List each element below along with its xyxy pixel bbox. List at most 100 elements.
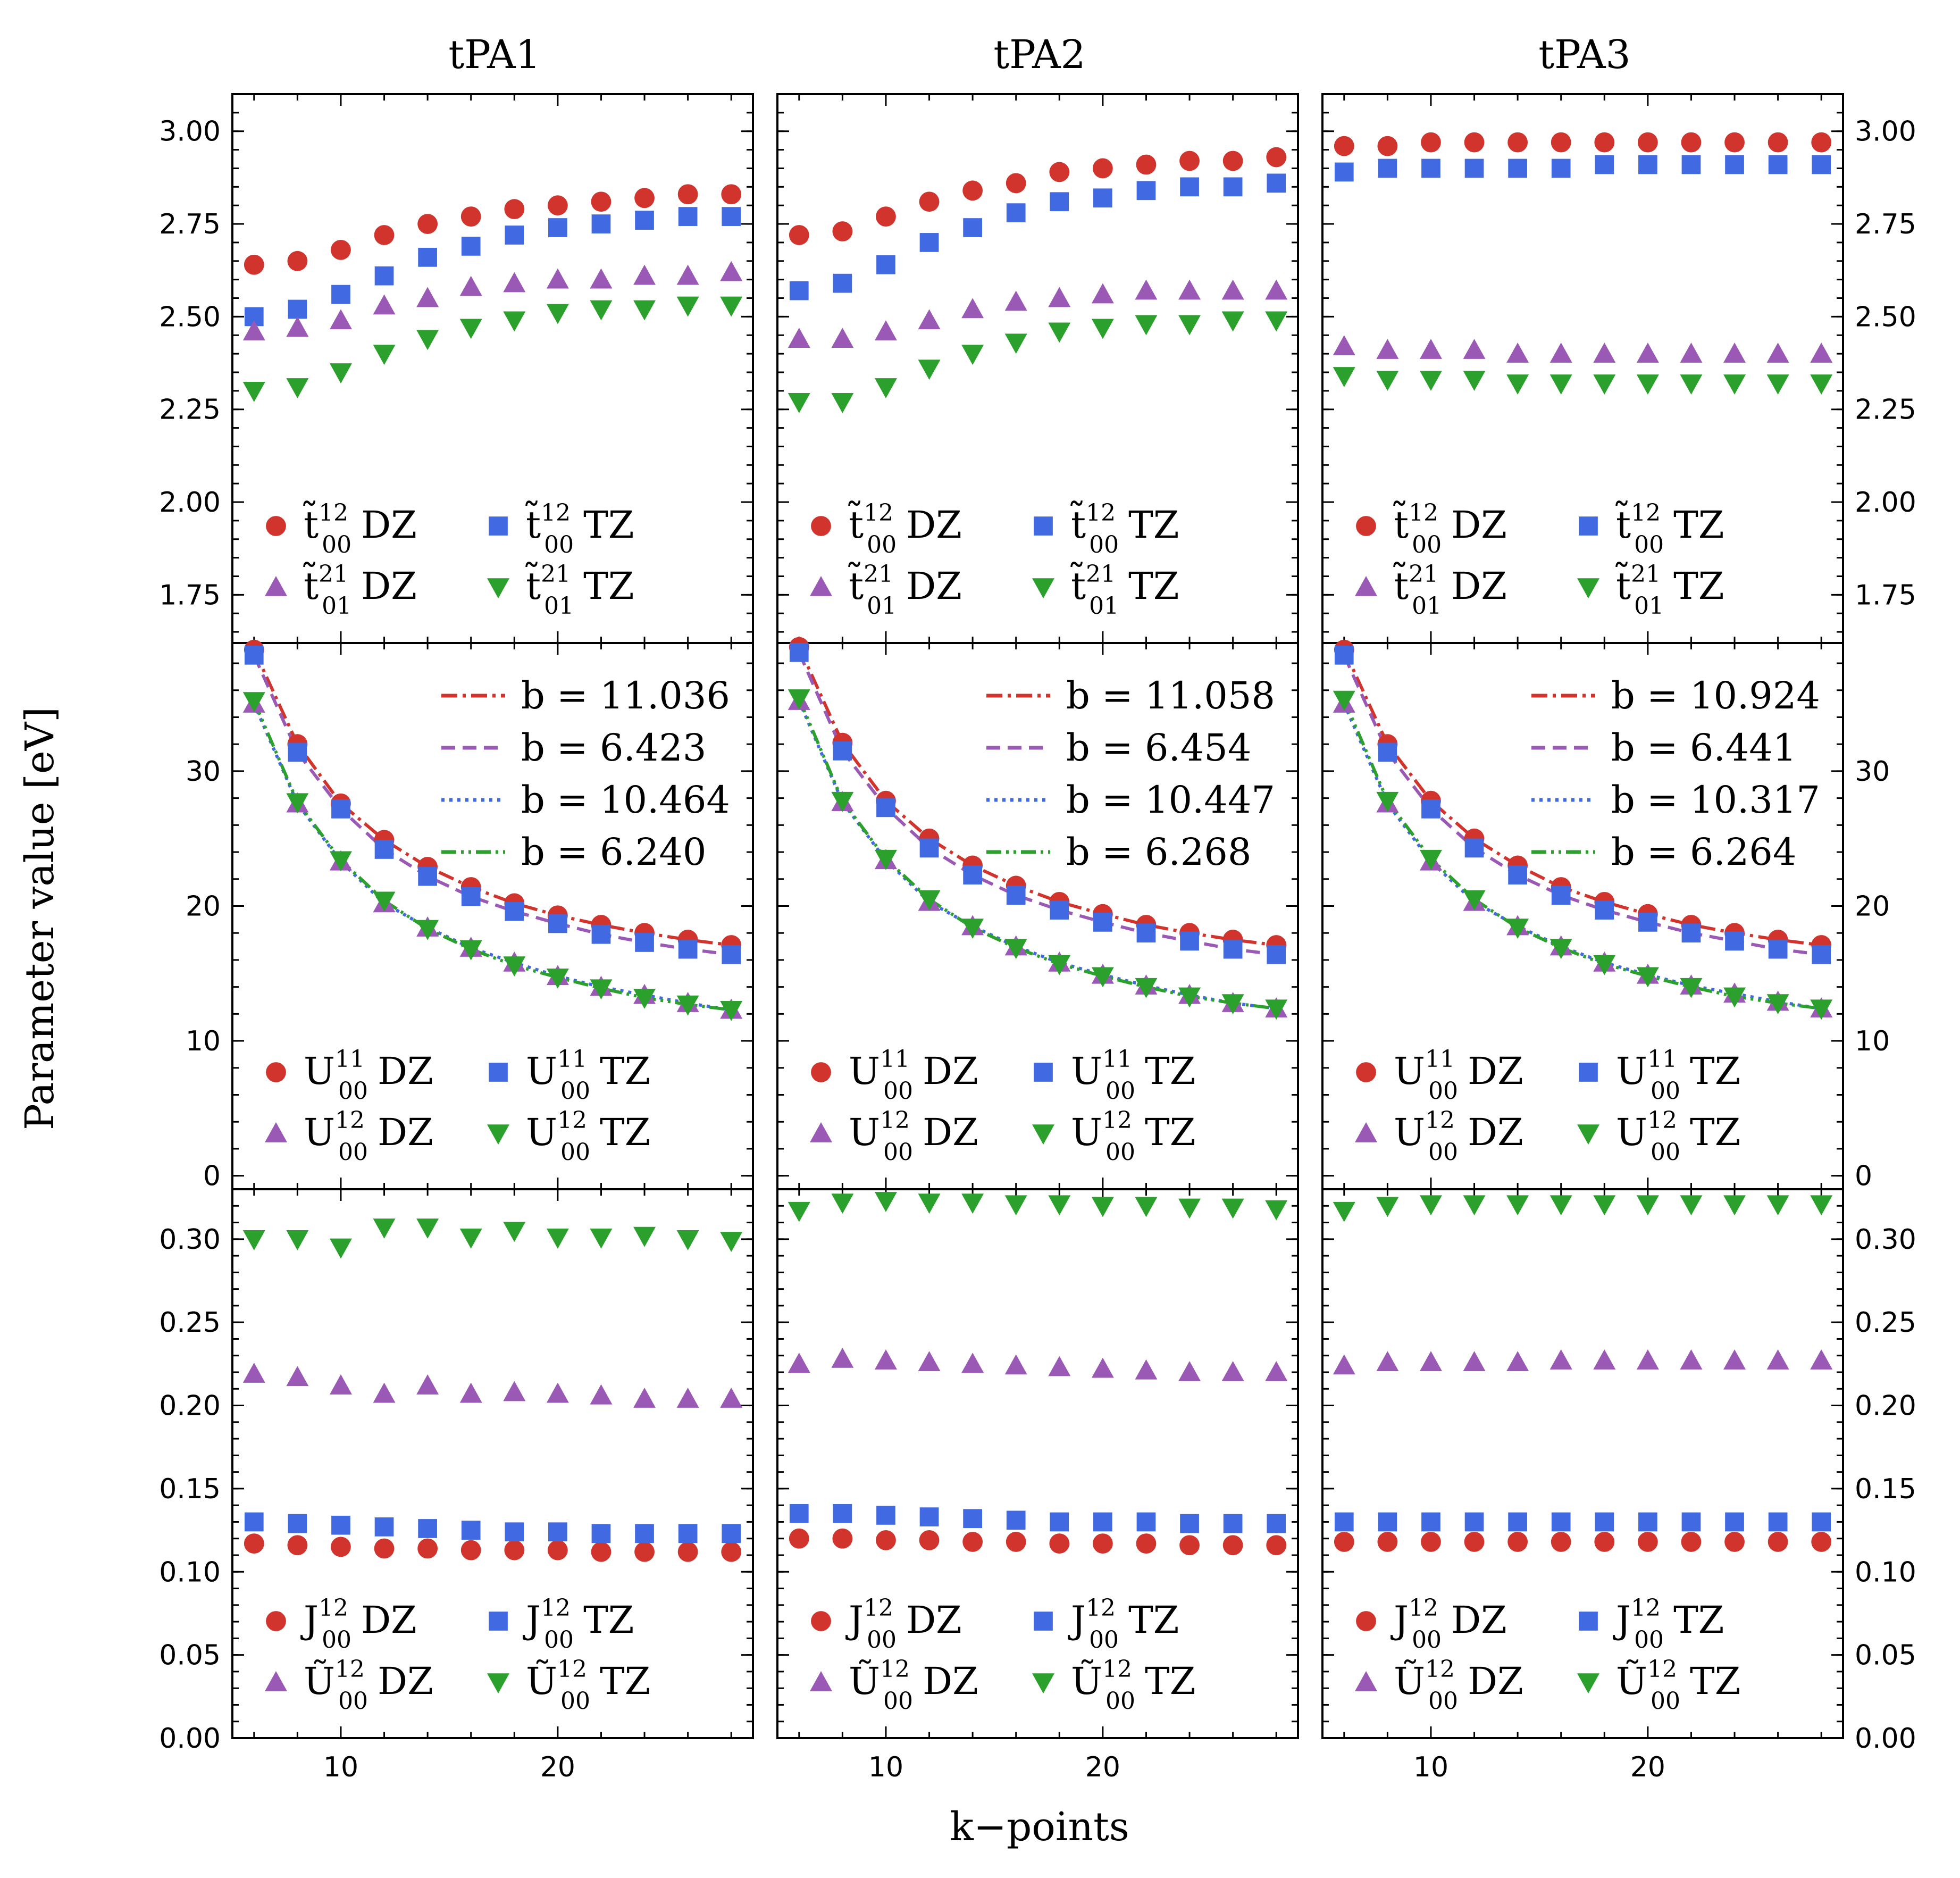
data-point xyxy=(417,214,438,234)
legend-subscript: 00 xyxy=(1105,1078,1135,1105)
data-point xyxy=(288,299,307,319)
legend-superscript: 21 xyxy=(864,561,893,588)
data-point xyxy=(720,261,743,281)
data-point xyxy=(1508,865,1527,885)
data-point xyxy=(1419,849,1442,870)
legend-marker xyxy=(489,1612,508,1631)
legend-label: U11 00 TZ xyxy=(1616,1046,1740,1105)
legend-superscript: 12 xyxy=(1631,499,1661,527)
data-point xyxy=(1593,1195,1616,1216)
data-point xyxy=(373,1382,396,1403)
legend-subscript: 01 xyxy=(867,592,897,620)
data-point xyxy=(548,914,567,933)
data-point xyxy=(1004,290,1027,311)
data-point xyxy=(1223,1514,1243,1533)
data-point xyxy=(329,851,352,872)
data-point xyxy=(788,689,810,710)
data-point xyxy=(919,1507,939,1526)
data-point xyxy=(918,890,941,911)
y-tick-label: 30 xyxy=(186,756,221,788)
legend-marker xyxy=(266,1611,286,1631)
data-point xyxy=(1376,339,1399,359)
data-point xyxy=(1766,1195,1789,1216)
data-point xyxy=(1136,181,1156,201)
data-point xyxy=(1378,1512,1397,1532)
y-tick-label: 0.25 xyxy=(159,1307,221,1339)
data-point xyxy=(1464,1532,1485,1552)
data-point xyxy=(1680,343,1703,363)
legend-superscript: 12 xyxy=(541,1595,571,1622)
data-point xyxy=(505,1522,524,1542)
legend-suffix: TZ xyxy=(1145,1049,1195,1093)
data-point xyxy=(417,1538,438,1559)
legend-suffix: DZ xyxy=(378,1111,433,1154)
data-point xyxy=(1222,151,1243,171)
data-point xyxy=(721,1541,742,1562)
data-point xyxy=(633,989,656,1009)
data-point xyxy=(788,328,810,348)
data-point xyxy=(1093,1512,1112,1532)
y-tick-label: 0.10 xyxy=(159,1556,221,1588)
data-point xyxy=(1091,967,1114,988)
legend-superscript: 21 xyxy=(1086,561,1116,588)
data-point xyxy=(1266,147,1287,168)
legend-subscript: 00 xyxy=(544,531,574,558)
x-tick-label: 10 xyxy=(1413,1751,1448,1783)
legend-label: J12 00 DZ xyxy=(845,1595,962,1654)
legend-marker xyxy=(265,576,287,596)
legend-superscript: 12 xyxy=(1425,1656,1455,1683)
legend-suffix: DZ xyxy=(906,503,962,547)
legend-label: t̃21 01 DZ xyxy=(848,561,962,620)
data-point xyxy=(918,360,941,380)
data-point xyxy=(720,1388,743,1408)
legend-marker xyxy=(489,1063,508,1082)
data-point xyxy=(1221,311,1244,332)
y-tick-label: 0.05 xyxy=(159,1640,221,1672)
legend-marker xyxy=(1579,1612,1598,1631)
data-point xyxy=(1048,955,1071,975)
data-point xyxy=(1766,994,1789,1015)
legend-subscript: 00 xyxy=(1428,1078,1458,1105)
data-point xyxy=(1723,374,1746,395)
legend-superscript: 12 xyxy=(319,499,348,527)
data-point xyxy=(1811,132,1832,153)
data-point xyxy=(1135,978,1158,998)
legend-subscript: 00 xyxy=(1105,1139,1135,1166)
data-point xyxy=(634,1541,655,1562)
legend-label: U12 00 DZ xyxy=(849,1107,978,1166)
legend-superscript: 21 xyxy=(319,561,348,588)
legend-marker xyxy=(810,576,832,596)
data-point xyxy=(1681,923,1701,943)
data-point xyxy=(244,1512,264,1532)
legend-superscript: 11 xyxy=(335,1046,365,1073)
column-title-tpa2: tPA2 xyxy=(993,32,1085,78)
data-point xyxy=(1766,1349,1789,1370)
data-point xyxy=(1463,371,1486,391)
data-point xyxy=(874,1192,897,1212)
data-point xyxy=(331,799,350,819)
data-point xyxy=(919,191,940,212)
legend-suffix: DZ xyxy=(906,564,962,608)
legend-marker xyxy=(1355,1122,1377,1142)
data-point xyxy=(831,1193,854,1214)
legend-suffix: DZ xyxy=(378,1049,433,1093)
fit-legend-label: b = 10.924 xyxy=(1611,674,1820,717)
legend-marker xyxy=(1034,516,1053,536)
fit-legend-label: b = 6.454 xyxy=(1066,726,1251,770)
data-point xyxy=(1221,279,1244,300)
legend-superscript: 11 xyxy=(557,1046,587,1073)
data-point xyxy=(676,1388,699,1408)
legend-marker xyxy=(1356,1062,1376,1082)
legend-label: t̃21 01 DZ xyxy=(1393,561,1507,620)
data-point xyxy=(288,1514,307,1533)
data-point xyxy=(961,919,984,939)
legend-superscript: 12 xyxy=(1102,1656,1132,1683)
data-point xyxy=(1636,967,1659,988)
panel-r1-c1: 1.752.002.252.502.753.00t̃12 00 DZ t̃12 00 TZ… xyxy=(159,93,754,644)
data-point xyxy=(1507,1532,1528,1552)
data-point xyxy=(1091,319,1114,339)
legend-label: t̃21 01 TZ xyxy=(525,561,634,620)
legend-subscript: 00 xyxy=(322,1626,351,1654)
